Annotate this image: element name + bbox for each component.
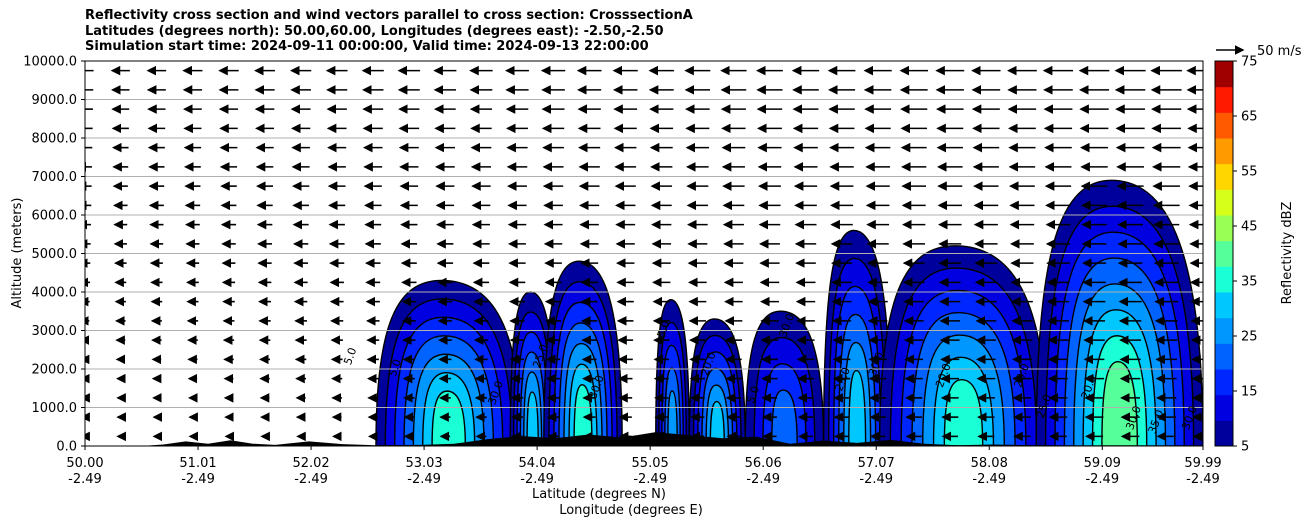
y-tick-label: 10000.0 [23, 55, 77, 70]
y-tick-label: 8000.0 [32, 132, 78, 147]
x-tick-label-lon: -2.49 [1085, 472, 1119, 487]
colorbar-band [1215, 61, 1233, 88]
wind-vectors [85, 65, 1203, 442]
x-tick-label: 59.09 [1084, 456, 1121, 471]
x-tick-label: 59.99 [1184, 456, 1221, 471]
x-tick-label-lon: -2.49 [633, 472, 667, 487]
contour-labels: 5.05.030.025.030.05.020.05.030.025.030.0… [341, 312, 1200, 436]
chart-title: Reflectivity cross section and wind vect… [85, 8, 693, 55]
colorbar-band [1215, 163, 1233, 190]
x-tick-label: 53.03 [405, 456, 442, 471]
contour-band [526, 391, 539, 446]
colorbar-tick-label: 65 [1241, 110, 1258, 125]
colorbar-frame [1214, 60, 1234, 447]
x-tick-label-lon: -2.49 [407, 472, 441, 487]
contour-label: 5.0 [655, 319, 673, 340]
colorbar: 5 15 25 35 45 55 65 75 [1214, 55, 1258, 455]
x-tick-label: 51.01 [179, 456, 216, 471]
vector-key-label: 50 m/s [1257, 44, 1302, 59]
y-tick-label: 1000.0 [32, 401, 78, 416]
contour-band [848, 369, 867, 446]
title-line-3: Simulation start time: 2024-09-11 00:00:… [85, 39, 649, 54]
y-tick-label: 2000.0 [32, 363, 78, 378]
colorbar-band [1215, 343, 1233, 370]
contour-band [709, 400, 725, 446]
contour-label: 5.0 [341, 346, 359, 367]
colorbar-tick-label: 55 [1241, 165, 1258, 180]
x-tick-label: 56.06 [745, 456, 782, 471]
y-axis: 0.0 1000.0 2000.0 3000.0 4000.0 5000.0 6000.0 7… [23, 55, 85, 455]
contour-label: 5.0 [386, 357, 404, 378]
x-tick-label-lon: -2.49 [68, 472, 102, 487]
colorbar-band [1215, 369, 1233, 396]
contour-label: 5.0 [744, 384, 762, 405]
colorbar-band [1215, 420, 1233, 447]
colorbar-band [1215, 189, 1233, 216]
colorbar-band [1215, 292, 1233, 319]
colorbar-band [1215, 266, 1233, 293]
vector-key: 50 m/s [1216, 44, 1302, 59]
colorbar-band [1215, 240, 1233, 267]
x-tick-label-lon: -2.49 [294, 472, 328, 487]
y-axis-label: Altitude (meters) [10, 198, 25, 309]
x-tick-label-lon: -2.49 [1186, 472, 1220, 487]
y-tick-label: 7000.0 [32, 170, 78, 185]
title-line-2: Latitudes (degrees north): 50.00,60.00, … [85, 23, 664, 39]
colorbar-band [1215, 112, 1233, 139]
x-tick-label-lon: -2.49 [520, 472, 554, 487]
reflectivity-contours [375, 179, 1203, 446]
contour-band [771, 389, 798, 446]
x-tick-label: 55.05 [632, 456, 669, 471]
colorbar-band [1215, 215, 1233, 242]
contour-band [667, 390, 678, 446]
colorbar-band [1215, 138, 1233, 165]
y-tick-label: 0.0 [56, 440, 77, 455]
x-axis-label: Latitude (degrees N) [532, 487, 666, 502]
colorbar-band [1215, 86, 1233, 113]
y-tick-label: 6000.0 [32, 209, 78, 224]
x-tick-label-lon: -2.49 [746, 472, 780, 487]
x-tick-label-lon: -2.49 [972, 472, 1006, 487]
y-tick-label: 5000.0 [32, 247, 78, 262]
x-tick-label: 52.02 [292, 456, 329, 471]
colorbar-tick-label: 5 [1241, 440, 1249, 455]
x-tick-label: 58.08 [971, 456, 1008, 471]
colorbar-tick-label: 75 [1241, 55, 1258, 70]
x-tick-label-lon: -2.49 [181, 472, 215, 487]
colorbar-label: Reflectivity dBZ [1280, 202, 1295, 305]
y-tick-label: 9000.0 [32, 93, 78, 108]
x-tick-label: 54.04 [519, 456, 556, 471]
terrain [85, 432, 1203, 446]
colorbar-tick-label: 15 [1241, 385, 1258, 400]
grid-lines [85, 99, 1203, 408]
terrain-area [85, 432, 1203, 446]
x-axis-label-2: Longitude (degrees E) [559, 503, 703, 518]
title-line-1: Reflectivity cross section and wind vect… [85, 8, 693, 23]
x-tick-label: 57.07 [858, 456, 895, 471]
y-tick-label: 4000.0 [32, 286, 78, 301]
colorbar-band [1215, 317, 1233, 344]
y-tick-label: 3000.0 [32, 324, 78, 339]
colorbar-tick-label: 35 [1241, 275, 1258, 290]
colorbar-tick-label: 25 [1241, 330, 1258, 345]
x-axis: 50.00-2.4951.01-2.4952.02-2.4953.03-2.49… [66, 446, 1222, 487]
colorbar-tick-label: 45 [1241, 220, 1258, 235]
x-tick-label: 50.00 [66, 456, 103, 471]
x-tick-label-lon: -2.49 [859, 472, 893, 487]
colorbar-band [1215, 394, 1233, 421]
